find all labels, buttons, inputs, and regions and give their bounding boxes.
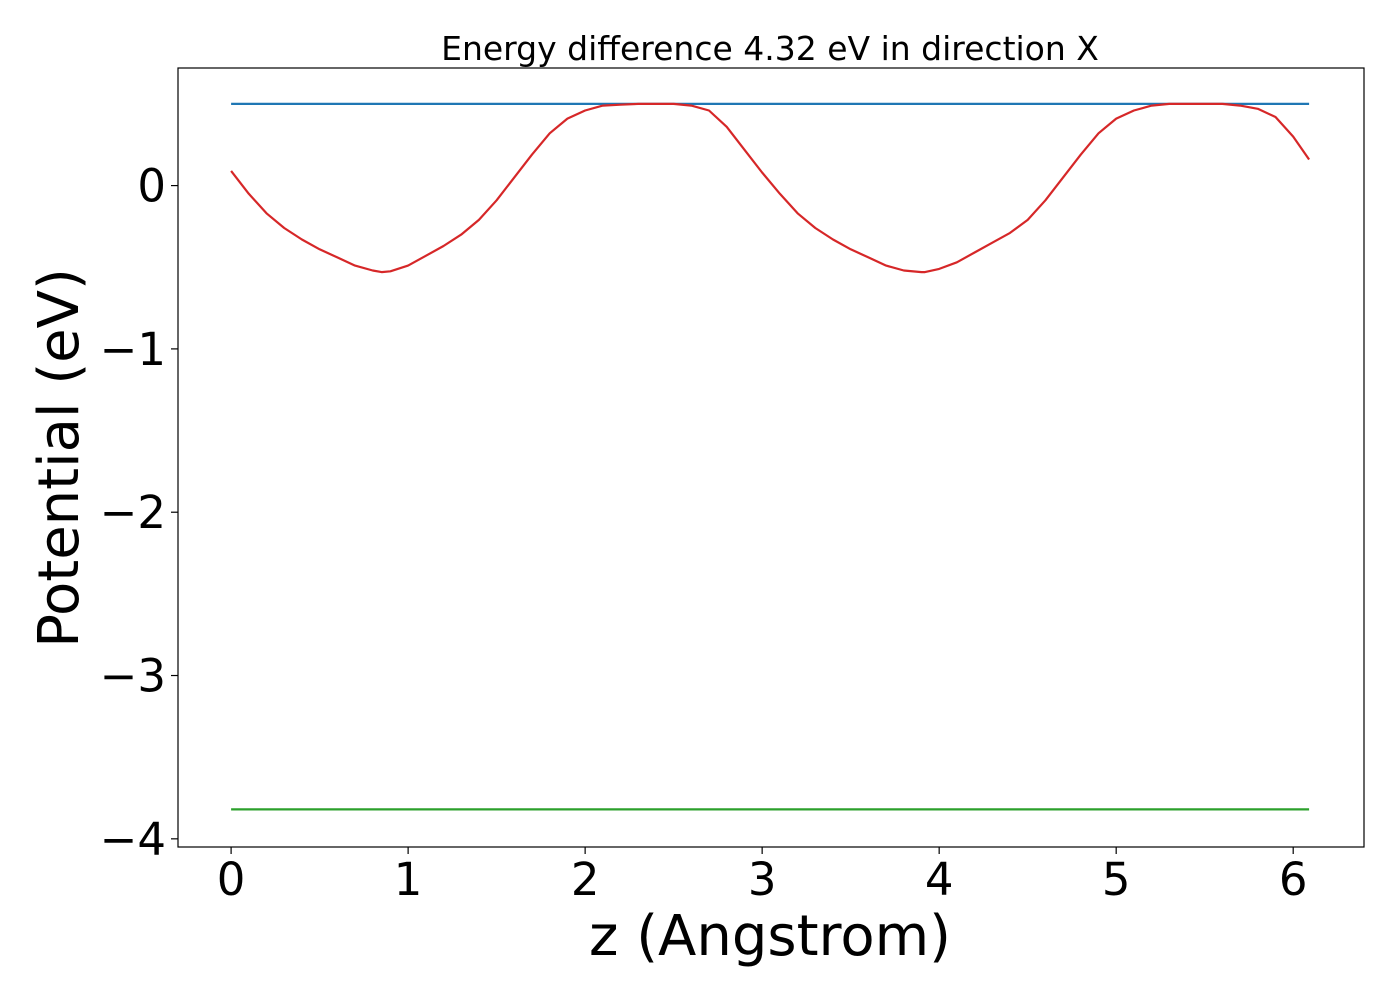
- y-axis: 0 −1 −2 −3 −4: [100, 160, 178, 866]
- y-tick-label: −4: [100, 813, 166, 866]
- series-line-2: [230, 102, 1311, 274]
- chart-title: Energy difference 4.32 eV in direction X: [441, 29, 1099, 68]
- x-tick-label: 2: [571, 853, 600, 906]
- y-tick-label: −2: [100, 486, 166, 539]
- x-axis: 0 1 2 3 4 5 6: [217, 847, 1308, 906]
- x-tick-label: 6: [1279, 853, 1308, 906]
- y-tick-label: 0: [137, 160, 166, 213]
- y-tick-label: −3: [100, 650, 166, 703]
- plot-area: [230, 102, 1311, 811]
- x-axis-label: z (Angstrom): [589, 904, 951, 969]
- y-tick-label: −1: [100, 323, 166, 376]
- x-tick-label: 5: [1102, 853, 1131, 906]
- x-tick-label: 3: [748, 853, 777, 906]
- x-tick-label: 4: [925, 853, 954, 906]
- x-tick-label: 1: [394, 853, 423, 906]
- y-axis-label: Potential (eV): [27, 268, 92, 648]
- x-tick-label: 0: [217, 853, 246, 906]
- axes-frame: [177, 67, 1365, 848]
